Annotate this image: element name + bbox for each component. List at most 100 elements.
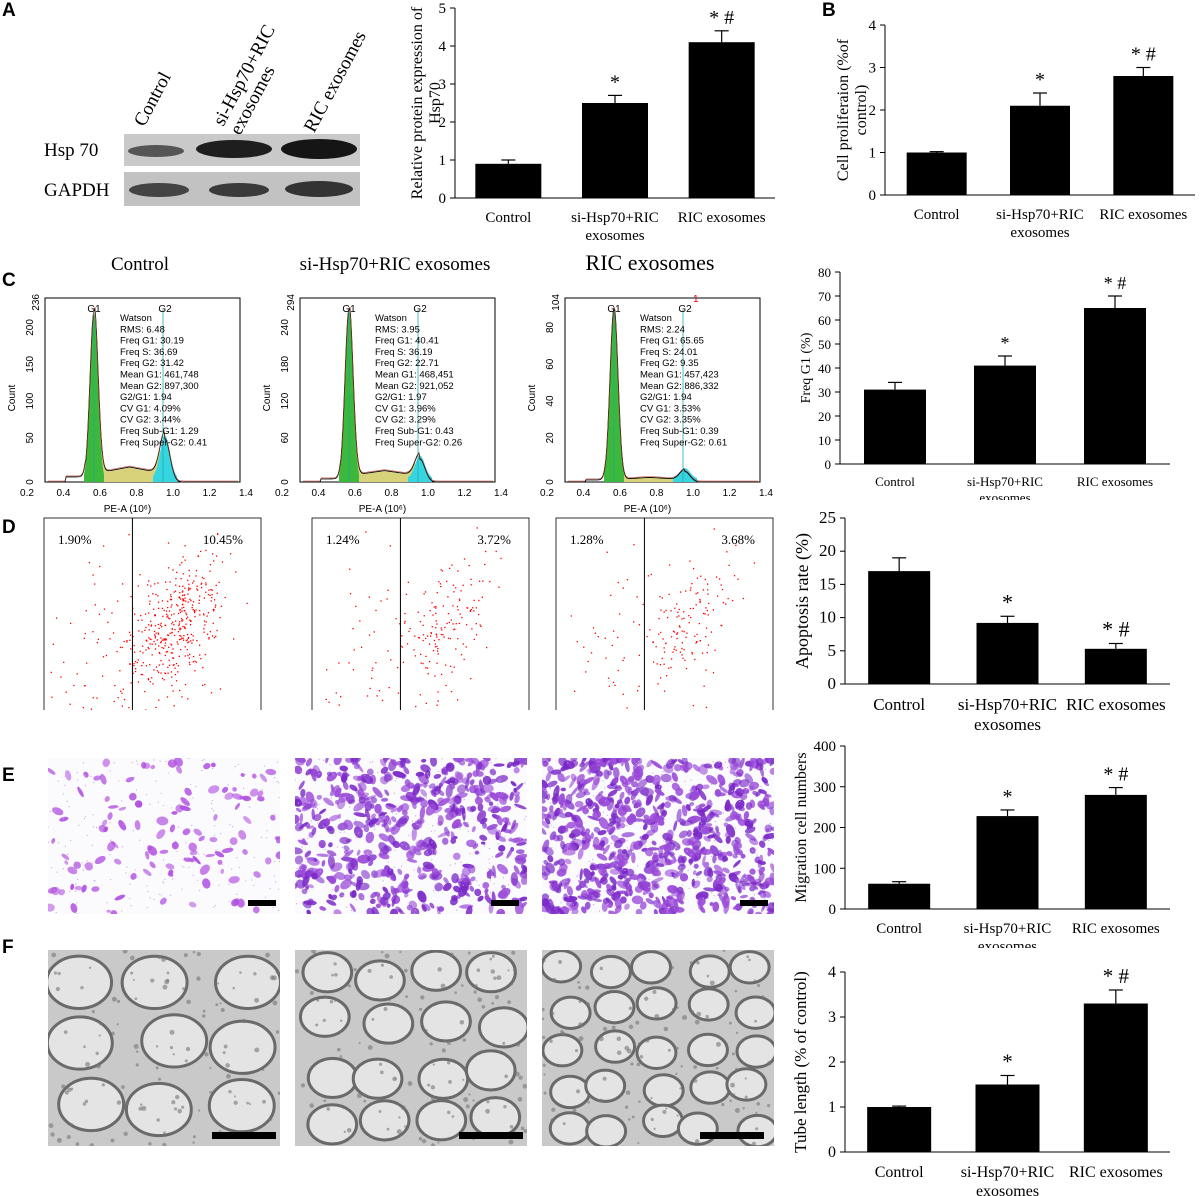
- dot: [206, 633, 209, 635]
- dot: [203, 628, 205, 630]
- dot: [201, 684, 204, 687]
- bar: [1084, 308, 1146, 464]
- dot: [447, 637, 450, 639]
- dot: [99, 565, 101, 568]
- dot: [205, 584, 207, 586]
- dot: [92, 697, 94, 699]
- dot: [473, 610, 475, 612]
- dot: [147, 612, 150, 614]
- y-tick-label: 0: [825, 457, 832, 472]
- dot: [172, 690, 174, 692]
- dot: [470, 584, 472, 586]
- stats-line: Watson: [640, 313, 672, 324]
- y-axis-title-text: Tube length (% of control): [791, 971, 810, 1153]
- dot: [177, 612, 180, 615]
- dot: [446, 580, 448, 583]
- dot: [154, 614, 156, 616]
- dot: [154, 625, 157, 627]
- dot: [194, 670, 196, 672]
- y-tick-label: 0: [25, 479, 36, 485]
- dot: [163, 639, 165, 641]
- dot: [426, 635, 429, 637]
- dot: [175, 662, 178, 665]
- dot: [475, 607, 477, 609]
- dot: [159, 624, 162, 626]
- dot: [175, 620, 177, 622]
- dot: [428, 643, 431, 645]
- dot: [419, 694, 421, 696]
- dot: [116, 650, 118, 653]
- dot: [144, 613, 147, 615]
- dot: [134, 668, 137, 670]
- dot: [349, 593, 352, 595]
- bar: [582, 103, 648, 198]
- dot: [158, 627, 160, 630]
- dot: [166, 634, 169, 636]
- dot: [182, 598, 185, 601]
- y-tick-label: 15: [819, 574, 836, 593]
- dot: [425, 655, 427, 658]
- dot: [194, 611, 196, 613]
- dot: [182, 604, 184, 606]
- dot: [169, 594, 172, 596]
- dot: [192, 661, 195, 663]
- dot: [158, 607, 160, 609]
- dot: [50, 671, 52, 674]
- dot: [220, 605, 223, 607]
- y-axis-title: Migration cell numbers: [793, 752, 810, 902]
- dot: [107, 621, 109, 623]
- dot: [170, 671, 173, 673]
- dot: [128, 631, 131, 633]
- dot: [181, 607, 183, 609]
- dot: [171, 631, 173, 634]
- dot: [147, 584, 149, 586]
- dot: [224, 596, 226, 599]
- dot: [171, 628, 173, 630]
- y-tick-label: 240: [280, 319, 291, 336]
- dot: [158, 645, 160, 647]
- stats-line: Watson: [120, 313, 152, 324]
- dot: [170, 644, 173, 646]
- dot: [182, 598, 184, 600]
- dot: [179, 598, 182, 600]
- dot: [181, 594, 184, 597]
- dot: [65, 691, 67, 693]
- dot: [219, 616, 221, 619]
- dot: [150, 624, 153, 626]
- y-tick-label: 300: [814, 780, 837, 796]
- dot: [187, 654, 189, 657]
- dot: [210, 588, 212, 591]
- dot: [426, 667, 429, 669]
- panel-label-c: C: [2, 270, 16, 291]
- dot: [148, 580, 150, 582]
- dot: [188, 569, 190, 572]
- dot: [221, 561, 224, 563]
- dot: [158, 699, 160, 701]
- dot: [420, 662, 422, 664]
- y-tick-label: 3: [869, 61, 877, 77]
- dot: [433, 606, 435, 608]
- dot: [198, 595, 201, 597]
- dot: [469, 609, 471, 612]
- dot: [200, 550, 202, 553]
- dot: [182, 585, 184, 587]
- y-tick-label: 3: [439, 77, 447, 93]
- dot: [175, 584, 177, 586]
- dot: [172, 657, 175, 659]
- dot: [137, 659, 139, 661]
- dot: [175, 578, 177, 580]
- y-axis-title: Tube length (% of control): [791, 971, 810, 1153]
- dot: [182, 619, 184, 621]
- cell-cycle-histogram-ric: 104 80 60 40 20 0 Count 0.2 0.4 0.6 0.8 1.0 1.2 1.4 PE…: [527, 294, 773, 515]
- dot: [136, 661, 139, 664]
- dot: [184, 683, 187, 686]
- dot: [180, 628, 182, 630]
- bar: [688, 42, 755, 199]
- g2-label: G2: [678, 304, 692, 315]
- dot: [452, 623, 454, 625]
- dot: [463, 658, 465, 661]
- dot: [437, 700, 439, 702]
- stats-line: Freq Sub-G1: 1.29: [120, 426, 199, 437]
- dot: [133, 662, 135, 665]
- dot: [117, 697, 119, 699]
